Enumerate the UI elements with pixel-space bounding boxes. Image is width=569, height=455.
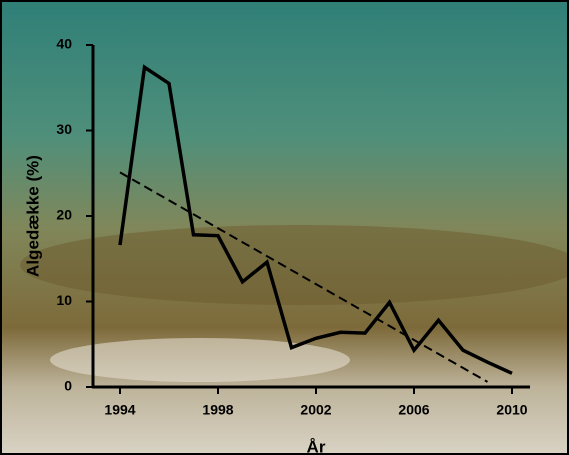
x-tick-label: 1998: [202, 402, 233, 418]
sand-patch: [50, 338, 350, 382]
seabed-weed: [20, 225, 569, 305]
x-tick-label: 2002: [300, 402, 331, 418]
chart: Algedække (%) År 0 10 20 30 40 1994 1998 2002 20…: [0, 0, 569, 455]
y-tick-label: 0: [64, 378, 72, 394]
y-axis-label: Algedække (%): [23, 155, 42, 277]
y-tick-label: 40: [56, 36, 72, 52]
y-tick-label: 10: [56, 292, 72, 308]
x-axis-label: År: [307, 437, 326, 455]
x-tick-label: 1994: [104, 402, 135, 418]
y-tick-label: 20: [56, 207, 72, 223]
page: {"chart_data": {"type": "line", "y_label…: [0, 0, 569, 455]
x-tick-label: 2010: [496, 402, 527, 418]
x-tick-label: 2006: [398, 402, 429, 418]
y-tick-label: 30: [56, 121, 72, 137]
